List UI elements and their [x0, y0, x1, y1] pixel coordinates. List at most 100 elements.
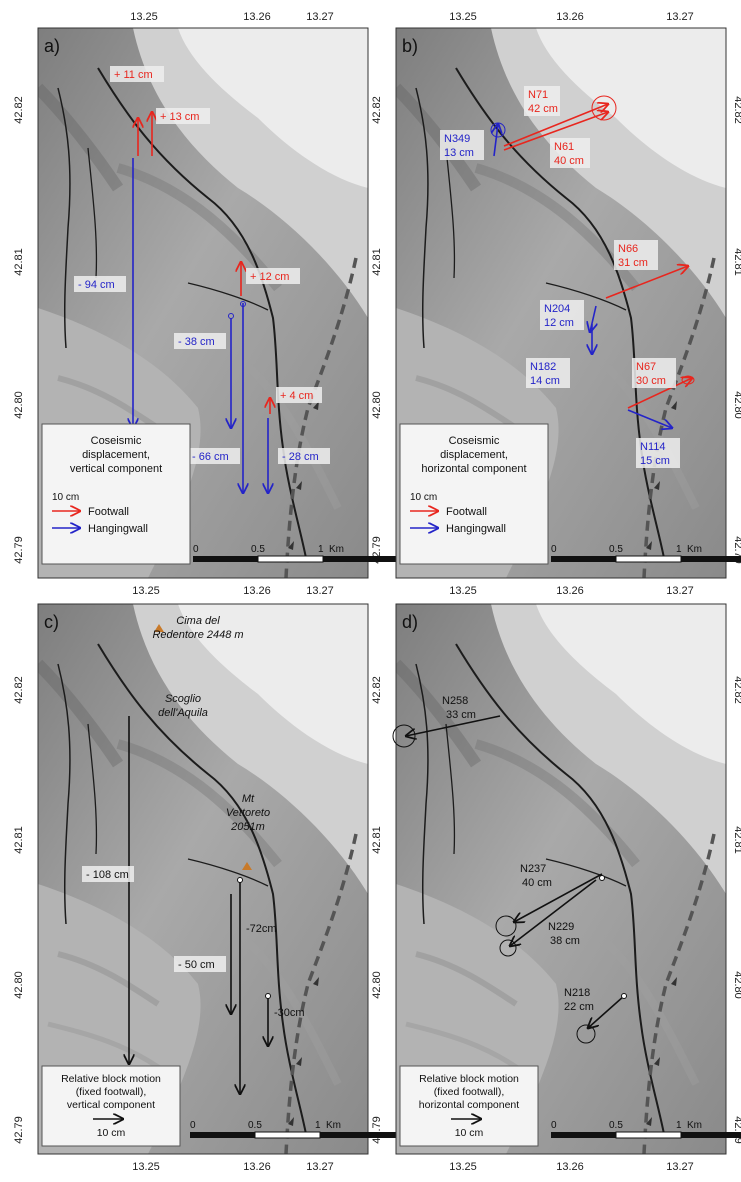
tick-mid-x-3: 13.27 — [306, 585, 334, 597]
panel-a-letter: a) — [44, 36, 60, 56]
legend-b-scale: 10 cm — [410, 492, 437, 503]
svg-text:Km: Km — [687, 544, 702, 555]
label-a-hw4: - 28 cm — [282, 451, 319, 463]
tick-bot-x-2: 13.26 — [243, 1161, 271, 1173]
label-b-n182-mag: 14 cm — [530, 375, 560, 387]
label-b-n61-dir: N61 — [554, 141, 574, 153]
panel-b: b) N71 42 cm N61 40 cm N349 13 cm N66 31… — [395, 27, 741, 579]
label-b-n66-mag: 31 cm — [618, 257, 648, 269]
legend-c: Relative block motion (fixed footwall), … — [41, 1065, 181, 1147]
label-d-n218-mag: 22 cm — [564, 1001, 594, 1013]
label-a-hw2: - 38 cm — [178, 336, 215, 348]
legend-d-scale: 10 cm — [455, 1127, 484, 1139]
label-b-n66-dir: N66 — [618, 243, 638, 255]
tick-bot-x-3: 13.27 — [306, 1161, 334, 1173]
scalebar-b: 0 0.5 1 Km — [550, 544, 741, 563]
tick-bot-x-1: 13.25 — [132, 1161, 160, 1173]
place-vettore-1: Mt — [242, 793, 255, 805]
scalebar-c: 0 0.5 1 Km — [189, 1120, 451, 1139]
tick-left-y-a3: 42.80 — [13, 391, 25, 419]
panel-d-letter: d) — [402, 612, 418, 632]
label-b-n67-dir: N67 — [636, 361, 656, 373]
label-b-n204-dir: N204 — [544, 303, 570, 315]
legend-a-title-2: displacement, — [82, 449, 150, 461]
tick-bot-x-4: 13.25 — [449, 1161, 477, 1173]
legend-a-title-3: vertical component — [70, 463, 162, 475]
legend-a-hangingwall: Hangingwall — [88, 523, 148, 535]
label-b-n204-mag: 12 cm — [544, 317, 574, 329]
label-a-fw3: + 12 cm — [250, 271, 289, 283]
tick-right-y-d3: 42.80 — [732, 971, 741, 999]
tick-right-y-d4: 42.79 — [732, 1116, 741, 1144]
svg-text:0.5: 0.5 — [609, 544, 623, 555]
tick-right-y-b2: 42.81 — [732, 248, 741, 276]
svg-text:1: 1 — [315, 1120, 321, 1131]
tick-top-x-4: 13.25 — [449, 11, 477, 23]
tick-left-y-c4: 42.79 — [13, 1116, 25, 1144]
legend-d: Relative block motion (fixed footwall), … — [399, 1065, 539, 1147]
legend-b-title-3: horizontal component — [421, 463, 526, 475]
tick-right-y-b1: 42.82 — [732, 96, 741, 124]
label-a-fw4: + 4 cm — [280, 390, 313, 402]
svg-text:Km: Km — [329, 544, 344, 555]
place-cima-2: Redentore 2448 m — [152, 629, 243, 641]
tick-mid-y-d3: 42.80 — [371, 971, 383, 999]
label-c-m108: - 108 cm — [86, 869, 129, 881]
label-d-n229-mag: 38 cm — [550, 935, 580, 947]
legend-c-title-1: Relative block motion — [61, 1073, 161, 1085]
tick-left-y-c2: 42.81 — [13, 826, 25, 854]
scalebar-d: 0 0.5 1 Km — [550, 1120, 741, 1139]
tick-mid-y-b1: 42.82 — [371, 96, 383, 124]
svg-text:0: 0 — [551, 544, 557, 555]
label-d-n258-mag: 33 cm — [446, 709, 476, 721]
legend-a: Coseismic displacement, vertical compone… — [41, 423, 191, 565]
tick-left-y-c3: 42.80 — [13, 971, 25, 999]
label-d-n237-dir: N237 — [520, 863, 546, 875]
label-a-hw1: - 94 cm — [78, 279, 115, 291]
tick-top-x-3: 13.27 — [306, 11, 334, 23]
label-d-n218-dir: N218 — [564, 987, 590, 999]
place-vettore-3: 2051m — [230, 821, 265, 833]
legend-b-title-2: displacement, — [440, 449, 508, 461]
tick-left-y-a1: 42.82 — [13, 96, 25, 124]
label-a-fw1: + 11 cm — [114, 69, 153, 81]
tick-left-y-a4: 42.79 — [13, 536, 25, 564]
legend-b: Coseismic displacement, horizontal compo… — [399, 423, 549, 565]
label-b-n182-dir: N182 — [530, 361, 556, 373]
svg-text:1: 1 — [676, 1120, 682, 1131]
label-c-m50: - 50 cm — [178, 959, 215, 971]
tick-mid-x-2: 13.26 — [243, 585, 271, 597]
tick-mid-y-d1: 42.82 — [371, 676, 383, 704]
tick-mid-x-6: 13.27 — [666, 585, 694, 597]
label-d-n237-mag: 40 cm — [522, 877, 552, 889]
place-vettore-2: Vettoreto — [226, 807, 270, 819]
svg-text:Km: Km — [326, 1120, 341, 1131]
label-b-n114-dir: N114 — [640, 441, 665, 453]
panel-c-letter: c) — [44, 612, 59, 632]
tick-mid-y-d4: 42.79 — [371, 1116, 383, 1144]
legend-b-footwall: Footwall — [446, 506, 487, 518]
svg-text:0: 0 — [193, 544, 199, 555]
label-a-hw3: - 66 cm — [192, 451, 229, 463]
tick-mid-y-b3: 42.80 — [371, 391, 383, 419]
svg-text:0.5: 0.5 — [609, 1120, 623, 1131]
tick-mid-y-d2: 42.81 — [371, 826, 383, 854]
tick-right-y-d2: 42.81 — [732, 826, 741, 854]
legend-b-hangingwall: Hangingwall — [446, 523, 506, 535]
panel-c: c) Cima del Redentore 2448 m Scoglio del… — [37, 603, 451, 1155]
panel-b-letter: b) — [402, 36, 418, 56]
tick-mid-y-b2: 42.81 — [371, 248, 383, 276]
tick-left-y-c1: 42.82 — [13, 676, 25, 704]
place-scoglio-1: Scoglio — [165, 693, 201, 705]
label-a-fw2: + 13 cm — [160, 111, 199, 123]
label-c-m72: -72cm — [246, 923, 277, 935]
label-b-n71-mag: 42 cm — [528, 103, 558, 115]
label-c-m30: -30cm — [274, 1007, 305, 1019]
svg-text:0: 0 — [551, 1120, 557, 1131]
axis-tick-labels: 13.25 13.26 13.27 13.25 13.26 13.27 13.2… — [13, 11, 741, 1173]
svg-text:Km: Km — [687, 1120, 702, 1131]
tick-top-x-2: 13.26 — [243, 11, 271, 23]
label-b-n67-mag: 30 cm — [636, 375, 666, 387]
legend-c-title-2: (fixed footwall), — [76, 1086, 147, 1098]
